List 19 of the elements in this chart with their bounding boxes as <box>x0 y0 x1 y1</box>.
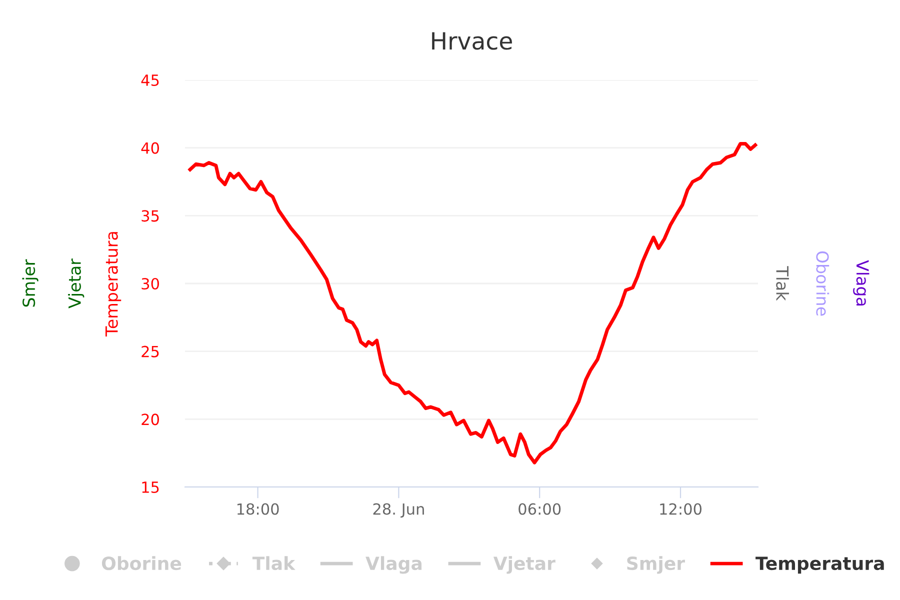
text: Smjer <box>22 259 38 307</box>
legend-label: Temperatura <box>756 556 884 574</box>
text: Oborine <box>816 251 830 316</box>
y-tick-label: 45 <box>141 74 159 86</box>
x-tick-label: 28. Jun <box>373 503 424 518</box>
y-tick-label: 40 <box>141 142 159 154</box>
text: Vlaga <box>853 260 870 306</box>
text: Vjetar <box>68 258 84 308</box>
text: Tlak <box>776 266 789 301</box>
y-tick-label: 25 <box>142 346 159 358</box>
y-tick-label: 35 <box>142 210 159 222</box>
y-tick-label: 20 <box>142 414 159 426</box>
y-tick-label: 30 <box>142 278 159 290</box>
chart-title: Hrvace <box>432 32 512 50</box>
x-tick-label: 12:00 <box>660 503 702 515</box>
y-axis-title: Temperatura <box>105 232 122 336</box>
x-tick-label: 18:00 <box>237 503 279 515</box>
x-tick-label: 06:00 <box>518 503 561 515</box>
y-tick-label: 15 <box>142 482 159 494</box>
